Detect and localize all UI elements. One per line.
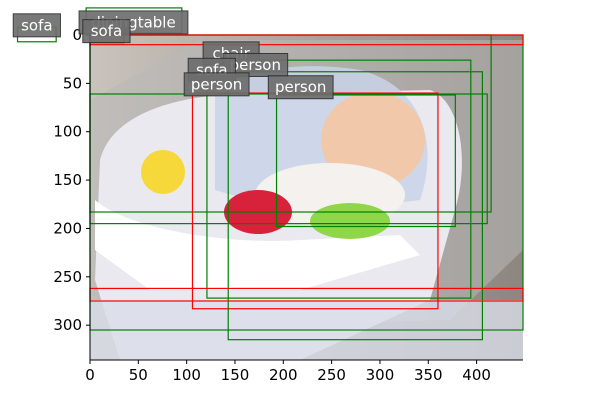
detection-label-sofa: sofa xyxy=(82,19,131,44)
y-ticks: 0 50 100 150 200 250 300 xyxy=(53,26,90,334)
x-ticks: 0 50 100 150 200 250 300 350 400 xyxy=(85,360,491,384)
x-tick-label: 150 xyxy=(221,366,250,384)
detection-labels: sofadiningtablesofachairpersonsofaperson… xyxy=(12,10,334,100)
detection-label-person: person xyxy=(222,52,289,77)
detection-label-person: person xyxy=(183,72,250,97)
detection-box-person xyxy=(206,59,472,299)
y-tick-label: 100 xyxy=(53,123,82,141)
y-tick-label: 250 xyxy=(53,268,82,286)
label-background xyxy=(82,19,131,44)
y-tick-label: 50 xyxy=(63,74,82,92)
label-background xyxy=(12,13,61,38)
y-tick-label: 200 xyxy=(53,219,82,237)
x-tick-label: 0 xyxy=(85,366,95,384)
label-text: sofa xyxy=(21,16,52,34)
label-background xyxy=(267,75,334,100)
label-text: person xyxy=(230,56,281,74)
x-tick-label: 50 xyxy=(129,366,148,384)
detection-label-person: person xyxy=(267,75,334,100)
x-tick-label: 200 xyxy=(269,366,298,384)
x-tick-label: 350 xyxy=(414,366,443,384)
x-tick-label: 400 xyxy=(462,366,491,384)
axes: 0 50 100 150 200 250 300 350 400 0 50 100 150 200 250… xyxy=(53,26,523,384)
x-tick-label: 100 xyxy=(172,366,201,384)
label-background xyxy=(183,72,250,97)
label-text: person xyxy=(275,78,326,96)
label-text: sofa xyxy=(91,22,122,40)
y-tick-label: 300 xyxy=(53,316,82,334)
detection-label-sofa: sofa xyxy=(12,13,61,38)
label-text: person xyxy=(191,75,242,93)
detection-box-person xyxy=(275,94,456,228)
y-tick-label: 150 xyxy=(53,171,82,189)
x-tick-label: 250 xyxy=(317,366,346,384)
x-tick-label: 300 xyxy=(366,366,395,384)
y-tick-label: 0 xyxy=(72,26,82,44)
photo xyxy=(90,35,523,360)
detection-box-person xyxy=(227,71,484,341)
